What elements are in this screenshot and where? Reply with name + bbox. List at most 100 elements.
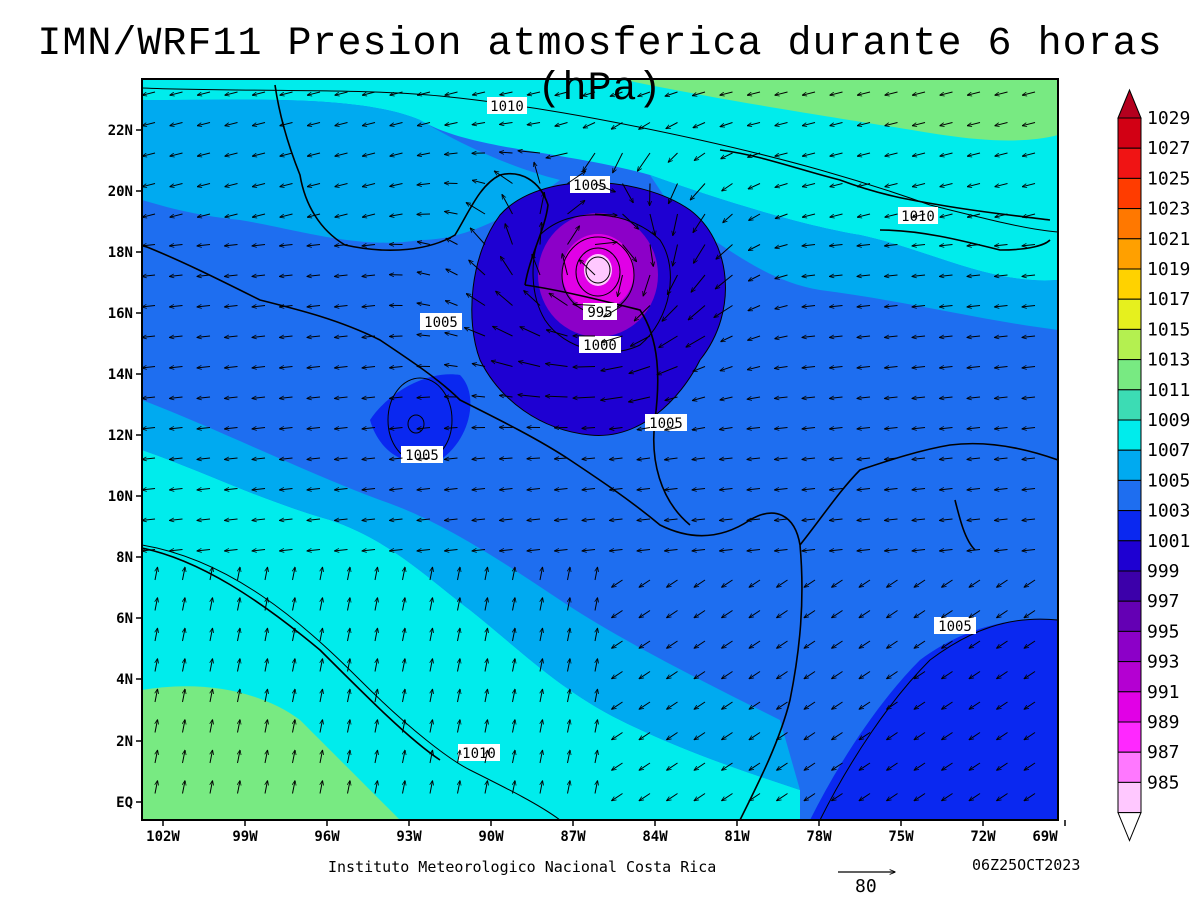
wind-arrow: [225, 428, 238, 429]
wind-arrow: [502, 195, 513, 215]
wind-arrow: [567, 226, 580, 245]
wind-arrow: [639, 579, 651, 587]
wind-arrow: [611, 122, 623, 130]
wind-arrow: [857, 245, 871, 246]
wind-arrow: [225, 275, 238, 276]
wind-arrow: [555, 91, 568, 95]
wind-arrow: [832, 701, 843, 709]
wind-arrow: [362, 458, 376, 459]
wind-arrow: [748, 152, 761, 157]
wind-arrow: [170, 152, 183, 156]
lat-tick-label: 2N: [116, 734, 133, 750]
wind-arrow: [643, 274, 651, 296]
wind-arrow: [885, 397, 898, 398]
wind-arrow: [830, 458, 843, 459]
wind-arrow: [631, 335, 651, 346]
wind-arrow: [225, 245, 238, 246]
wind-arrow: [540, 223, 542, 245]
wind-arrow: [667, 274, 678, 295]
wind-arrow: [170, 306, 183, 307]
wind-arrow: [307, 367, 321, 368]
wind-arrow: [417, 397, 431, 398]
wind-arrow: [859, 579, 871, 587]
colorbar-swatch: [1117, 630, 1142, 663]
colorbar-label: 1003: [1147, 501, 1190, 522]
wind-arrow: [335, 397, 348, 398]
wind-arrow: [887, 762, 898, 770]
wind-arrow: [583, 122, 596, 128]
wind-arrow: [280, 519, 293, 520]
wind-arrow: [722, 671, 733, 679]
wind-arrow: [348, 659, 351, 672]
wind-arrow: [555, 489, 568, 490]
wind-arrow: [859, 762, 871, 770]
wind-arrow: [885, 91, 898, 95]
wind-arrow: [594, 214, 617, 215]
wind-arrow: [527, 123, 541, 125]
wind-arrow: [775, 213, 788, 219]
lat-tick-label: 20N: [108, 184, 133, 200]
lon-tick-label: 93W: [396, 829, 422, 845]
wind-arrow: [170, 458, 183, 459]
wind-arrow: [887, 640, 898, 648]
wind-arrow: [912, 367, 926, 368]
wind-arrow: [715, 274, 733, 289]
wind-arrow: [307, 183, 321, 187]
wind-arrow: [348, 567, 351, 581]
wind-arrow: [857, 152, 871, 156]
colorbar-label: 989: [1147, 712, 1180, 733]
field-band-mid-north: [142, 99, 560, 243]
wind-arrow: [446, 238, 458, 245]
wind-arrow: [362, 428, 376, 429]
page-title: IMN/WRF11 Presion atmosferica durante 6 …: [37, 22, 1163, 112]
wind-arrow: [335, 336, 348, 337]
lon-tick-label: 99W: [232, 829, 258, 845]
wind-arrow: [857, 367, 871, 368]
wind-arrow: [832, 671, 843, 679]
wind-arrow: [942, 579, 953, 587]
wind-arrow: [375, 720, 378, 733]
wind-arrow: [225, 91, 238, 95]
wind-arrow: [693, 396, 706, 401]
wind-arrow: [639, 732, 651, 740]
wind-arrow: [722, 640, 733, 648]
wind-arrow: [665, 428, 678, 431]
colorbar-label: 993: [1147, 652, 1180, 673]
wind-arrow: [912, 183, 926, 187]
wind-arrow: [527, 458, 541, 459]
field-band-upper-north: [142, 79, 1058, 281]
isobars: [142, 87, 1058, 820]
wind-arrow: [720, 550, 733, 551]
wind-arrow: [610, 91, 623, 96]
wind-arrow: [1022, 91, 1036, 95]
wind-arrow: [458, 689, 461, 703]
wind-arrow: [601, 366, 623, 371]
wind-arrow: [513, 628, 516, 642]
wind-arrow: [430, 598, 433, 611]
wind-arrow: [430, 659, 433, 672]
wind-arrow: [722, 610, 733, 618]
wind-arrow: [629, 366, 651, 374]
wind-arrow: [777, 762, 788, 770]
wind-vectors: [142, 91, 1036, 801]
wind-arrow: [225, 306, 238, 307]
wind-arrow: [430, 781, 433, 794]
wind-arrow: [667, 732, 678, 740]
wind-arrow: [466, 294, 486, 306]
wind-arrow: [1022, 245, 1036, 246]
wind-arrow: [375, 628, 378, 642]
wind-arrow: [940, 122, 953, 126]
wind-arrow: [197, 489, 211, 490]
wind-arrow: [238, 598, 241, 611]
wind-arrow: [967, 275, 981, 276]
wind-arrow: [472, 458, 486, 459]
wind-arrow: [649, 244, 653, 267]
wind-arrow: [995, 397, 1008, 398]
wind-arrow: [940, 91, 953, 95]
wind-arrow: [520, 327, 541, 337]
wind-arrow: [612, 793, 623, 801]
colorbar-swatch: [1117, 419, 1142, 451]
wind-arrow: [445, 301, 458, 306]
wind-arrow: [885, 183, 898, 187]
